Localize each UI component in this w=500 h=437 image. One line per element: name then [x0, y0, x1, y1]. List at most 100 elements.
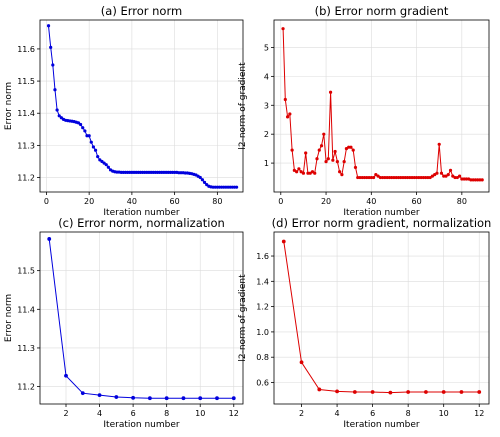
- data-point: [91, 145, 96, 149]
- series-line: [48, 238, 234, 399]
- data-point: [342, 160, 346, 164]
- x-tick-label: 2: [63, 409, 68, 418]
- data-point: [215, 396, 219, 401]
- data-point: [106, 165, 110, 169]
- data-point: [453, 175, 457, 180]
- data-point: [464, 177, 468, 181]
- x-tick-label: 12: [229, 409, 239, 418]
- series-line: [282, 28, 483, 181]
- y-tick-label: 0.6: [256, 379, 269, 388]
- data-point: [304, 151, 308, 155]
- data-point: [406, 390, 411, 394]
- y-tick-label: 11.5: [17, 267, 35, 276]
- data-point: [198, 396, 203, 401]
- x-tick-label: 20: [321, 197, 331, 206]
- data-point: [335, 160, 339, 164]
- x-tick-label: 10: [195, 409, 205, 418]
- x-tick-label: 6: [131, 409, 136, 418]
- data-point: [424, 175, 428, 180]
- y-tick-label: 2: [264, 130, 269, 139]
- data-point: [365, 175, 369, 180]
- chart-panel-2: 2 4 6 8 10 12 11.2 11.3 11.4 11.5 (c) Error norm, …: [4, 216, 244, 430]
- data-point: [442, 174, 446, 178]
- y-tick-label: 11.4: [17, 305, 35, 314]
- data-point: [328, 90, 333, 94]
- data-point: [370, 390, 375, 394]
- data-point: [80, 391, 85, 396]
- y-tick-label: 11.6: [17, 45, 35, 54]
- y-axis-label: Error norm: [4, 294, 14, 342]
- data-point: [181, 396, 186, 401]
- data-point: [96, 155, 100, 159]
- data-point: [315, 157, 319, 161]
- data-point: [299, 360, 304, 365]
- data-point: [313, 171, 317, 175]
- y-tick-label: 3: [264, 101, 269, 110]
- x-tick-label: 80: [212, 197, 222, 206]
- chart-title: (d) Error norm gradient, normalization: [272, 216, 492, 230]
- x-tick-label: 40: [127, 197, 137, 206]
- data-point: [97, 393, 102, 398]
- plot-frame: [39, 19, 244, 193]
- y-tick-label: 5: [264, 43, 269, 52]
- data-point: [338, 170, 342, 174]
- data-point: [317, 387, 322, 392]
- data-point: [285, 115, 290, 119]
- data-point: [79, 122, 83, 127]
- chart-panel-3: 2 4 6 8 10 12 0.6 0.8 1.0 1.2 1.4 1.6 (d) Error norm…: [238, 216, 491, 430]
- data-point: [347, 145, 351, 149]
- data-point: [319, 144, 324, 148]
- data-point: [301, 171, 306, 175]
- plot-frame: [39, 231, 244, 405]
- x-tick-label: 60: [170, 197, 180, 206]
- x-tick-label: 60: [411, 197, 421, 206]
- data-point: [283, 97, 287, 102]
- data-point: [306, 171, 310, 175]
- data-point: [417, 175, 421, 180]
- data-point: [131, 395, 136, 400]
- data-point: [297, 167, 301, 171]
- data-point: [369, 175, 373, 180]
- chart-panel-1: 0 20 40 60 80 1 2 3 4 5 (b) Error norm gradient Ite…: [238, 4, 490, 218]
- y-tick-label: 11.4: [17, 109, 35, 118]
- x-tick-label: 4: [335, 409, 340, 418]
- data-point: [388, 390, 393, 395]
- data-point: [469, 178, 473, 182]
- y-axis-label: l2-norm of gradient: [238, 62, 248, 150]
- data-point: [295, 170, 299, 174]
- data-point: [352, 390, 357, 394]
- data-point: [164, 396, 169, 401]
- data-point: [403, 175, 407, 180]
- data-point: [476, 178, 480, 182]
- data-point: [410, 175, 414, 180]
- x-axis-label: Iteration number: [343, 208, 419, 218]
- data-point: [114, 395, 119, 399]
- x-axis-label: Iteration number: [343, 420, 419, 430]
- x-tick-label: 0: [44, 197, 49, 206]
- data-point: [394, 175, 398, 180]
- data-point: [326, 157, 330, 161]
- y-tick-label: 1.6: [256, 252, 269, 261]
- data-point: [234, 185, 239, 189]
- data-point: [356, 175, 360, 180]
- data-point: [390, 175, 394, 180]
- data-point: [281, 239, 286, 244]
- data-point: [473, 178, 478, 182]
- data-point: [426, 175, 430, 180]
- data-point: [412, 175, 416, 180]
- data-point: [358, 175, 362, 180]
- data-point: [435, 171, 439, 175]
- data-point: [441, 390, 446, 394]
- data-point: [290, 148, 294, 152]
- series-line: [48, 25, 237, 188]
- data-point: [353, 165, 358, 170]
- data-point: [288, 112, 292, 116]
- data-point: [457, 174, 462, 178]
- y-tick-label: 1.2: [256, 303, 269, 312]
- data-point: [349, 145, 353, 149]
- data-point: [446, 173, 450, 177]
- data-point: [200, 178, 204, 182]
- data-point: [437, 142, 441, 146]
- data-point: [47, 237, 52, 241]
